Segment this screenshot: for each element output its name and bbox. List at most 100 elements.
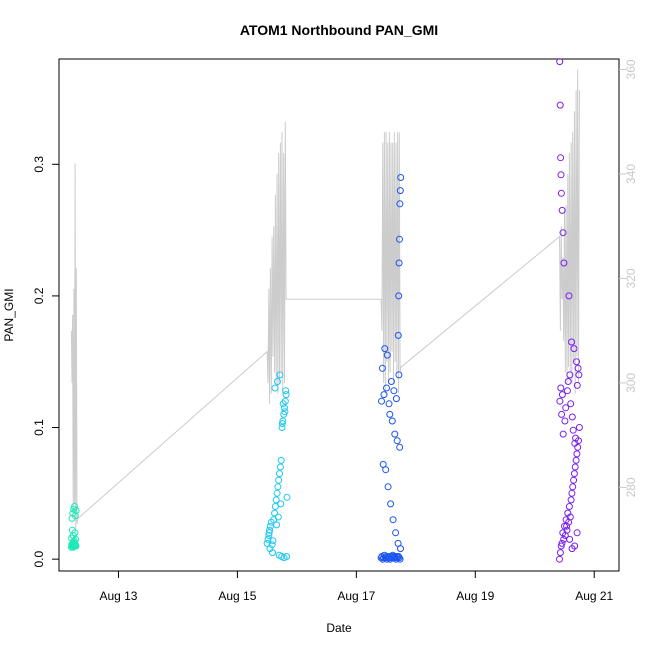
data-point [556,555,563,563]
x-axis-label: Date [326,621,352,635]
data-point [269,549,276,557]
data-point [573,529,581,537]
data-point [380,391,388,399]
data-point [392,395,400,403]
data-point [378,364,386,372]
y2-tick-label: 280 [624,477,638,497]
data-point [571,542,579,550]
data-point [560,259,568,267]
data-point [565,503,573,510]
data-point [575,424,583,431]
data-point [272,496,280,504]
data-point [265,529,273,537]
data-point [572,434,580,442]
data-point [273,521,281,529]
data-point [396,555,404,563]
data-point [71,503,78,510]
data-point [573,381,581,389]
data-point [271,503,279,510]
data-point [384,483,392,491]
data-point [282,387,290,395]
data-point [268,541,276,549]
data-point [395,259,403,267]
data-point [391,430,399,438]
y2-tick-label: 340 [624,164,638,184]
data-point [275,476,283,484]
data-point [388,417,396,425]
data-point [278,420,286,428]
data-point [570,476,578,484]
data-point [568,338,575,346]
data-point [573,450,581,458]
data-point [382,466,390,474]
y-axis-label: PAN_GMI [2,288,16,341]
data-point [276,470,283,478]
data-point [283,553,291,560]
y-axis-left: 0.0 0.1 0.2 0.3 [32,156,59,567]
x-tick-label: Aug 17 [337,589,375,603]
series-line [70,69,580,530]
data-point [396,200,404,208]
data-point [396,443,404,451]
data-point [279,400,287,408]
data-point [558,539,566,547]
data-point [556,549,564,557]
data-point [395,554,403,562]
data-point [277,456,285,464]
x-tick-label: Aug 19 [456,589,494,603]
data-point [393,437,401,445]
chart-title: ATOM1 Northbound PAN_GMI [240,22,438,38]
data-point [381,345,389,353]
data-point [394,331,402,339]
y2-tick-label: 320 [624,268,638,288]
data-point [392,529,400,537]
data-point [277,500,285,508]
data-point [567,400,575,408]
data-point [561,417,569,425]
y-axis-right: 280 300 320 340 360 [619,59,638,497]
data-point [264,535,272,543]
data-point [383,351,391,359]
data-point [271,509,279,517]
y2-tick-label: 300 [624,373,638,393]
data-point [557,189,565,197]
points-layer [67,58,583,563]
data-point [387,378,395,385]
data-point [556,58,564,66]
data-point [558,391,566,399]
data-point [571,439,579,447]
data-point [569,483,577,491]
y-tick-label: 0.2 [32,287,46,304]
data-point [279,417,287,425]
data-point [378,397,385,405]
data-point [396,187,404,195]
data-point [71,529,79,537]
data-point [559,430,567,438]
data-point [383,384,390,392]
data-point [266,526,274,534]
data-point [390,387,398,395]
data-point [282,391,290,399]
data-point [389,516,397,524]
data-point [557,154,565,162]
data-point [70,537,78,545]
data-point [569,426,577,434]
data-point [567,496,575,504]
data-point [274,378,281,385]
data-point [556,101,564,109]
plot-frame [58,58,620,572]
data-point [71,512,79,520]
x-tick-label: Aug 15 [218,589,256,603]
data-point [395,292,403,300]
data-point [281,404,288,412]
data-point [575,371,583,379]
data-point [563,387,571,395]
data-point [269,537,277,545]
data-point [562,404,570,412]
data-point [274,513,282,521]
data-point [387,500,395,508]
data-point [386,410,394,418]
x-axis: Aug 13 Aug 15 Aug 17 Aug 19 Aug 21 [99,571,614,603]
data-point [557,171,565,179]
